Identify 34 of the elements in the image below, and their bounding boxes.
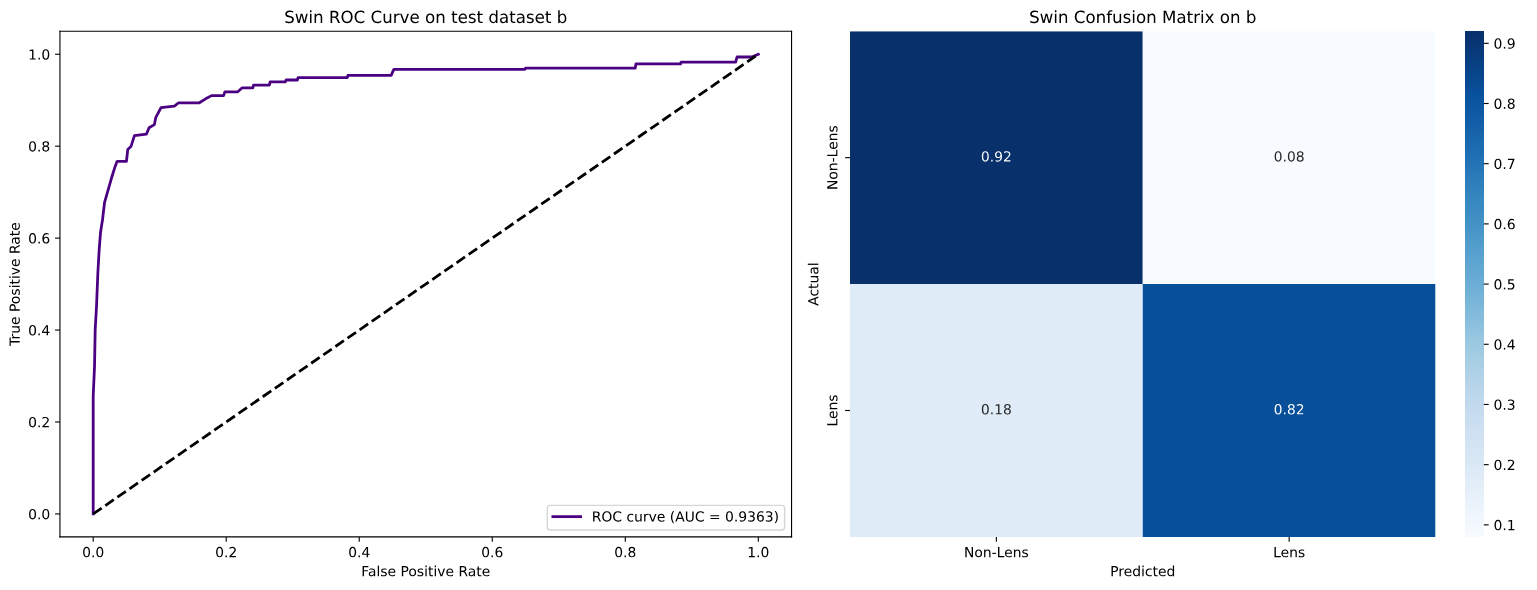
data-label: 0.08 bbox=[1274, 151, 1304, 162]
y-tick-label: 0.4 bbox=[29, 325, 50, 336]
data-label: 0.82 bbox=[1274, 404, 1304, 415]
color-bar-label: 0.3 bbox=[1494, 399, 1515, 410]
x-tick-label: 0.0 bbox=[83, 546, 104, 558]
x-axis-title: False Positive Rate bbox=[362, 565, 490, 577]
x-tick-label: 0.4 bbox=[349, 546, 370, 558]
y-tick-label: 0.2 bbox=[29, 416, 49, 428]
color-bar-label: 0.4 bbox=[1494, 339, 1515, 350]
data-label: 0.92 bbox=[981, 151, 1011, 162]
y-tick-label: 0.8 bbox=[29, 141, 50, 152]
chart-title: Swin ROC Curve on test dataset b bbox=[285, 10, 567, 24]
x-tick-label: 0.2 bbox=[216, 546, 236, 558]
legend-label: ROC curve (AUC = 0.9363) bbox=[593, 510, 778, 524]
y-axis-title: True Positive Rate bbox=[9, 222, 20, 346]
x-axis-title: Predicted bbox=[1111, 565, 1175, 577]
color-bar-label: 0.5 bbox=[1494, 279, 1515, 290]
chart-title: Swin Confusion Matrix on b bbox=[1030, 10, 1256, 24]
color-bar-label: 0.9 bbox=[1494, 38, 1515, 49]
y-axis-title: Actual bbox=[807, 263, 819, 306]
y-tick-label: 0.0 bbox=[29, 508, 50, 520]
color-bar-label: 0.1 bbox=[1494, 519, 1515, 531]
y-tick-label: 0.6 bbox=[29, 233, 50, 244]
y-tick-label: 1.0 bbox=[29, 49, 50, 60]
color-bar-label: 0.7 bbox=[1494, 158, 1515, 170]
color-bar-label: 0.6 bbox=[1494, 218, 1515, 230]
x-tick-label: Lens bbox=[1274, 547, 1305, 558]
color-bar-label: 0.8 bbox=[1494, 98, 1515, 109]
data-label: 0.18 bbox=[981, 404, 1011, 415]
color-bar-label: 0.2 bbox=[1494, 459, 1515, 471]
x-tick-label: 1.0 bbox=[748, 546, 769, 558]
x-tick-label: 0.6 bbox=[482, 546, 503, 558]
x-tick-label: 0.8 bbox=[615, 546, 636, 558]
x-tick-label: Non-Lens bbox=[965, 547, 1029, 558]
